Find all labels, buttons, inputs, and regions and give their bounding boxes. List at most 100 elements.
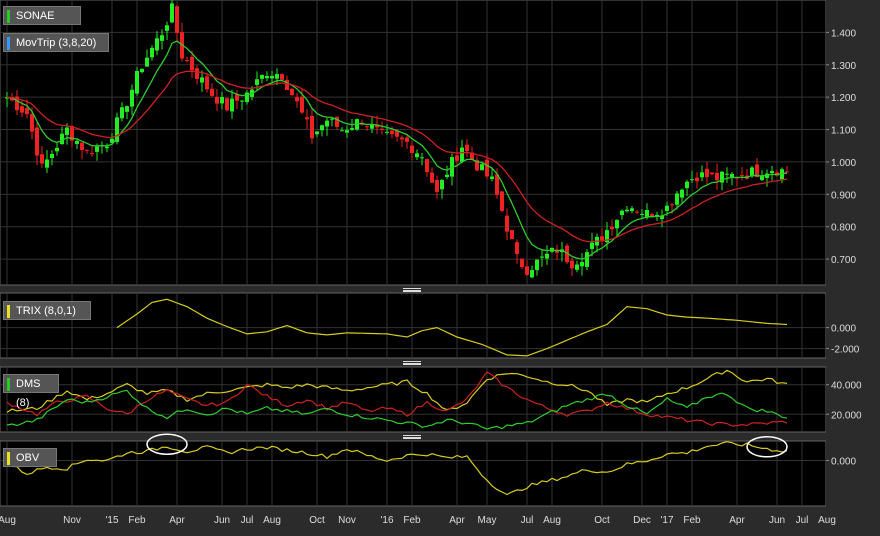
- candle-body: [305, 117, 309, 120]
- candle-body: [130, 89, 134, 107]
- candle-body: [445, 174, 449, 178]
- candle-body: [170, 3, 174, 23]
- dms-y-tick-label: 20.000: [831, 410, 862, 421]
- price-y-tick-label: 1.000: [831, 158, 856, 169]
- candle-body: [580, 262, 584, 267]
- price-y-tick-label: 0.800: [831, 223, 856, 234]
- movtrip-label-color-swatch: [7, 37, 10, 50]
- candle-body: [365, 126, 369, 128]
- candle-body: [750, 167, 754, 177]
- candle-body: [375, 124, 379, 128]
- candle-body: [720, 171, 724, 183]
- trix-dms-splitter[interactable]: [0, 360, 826, 366]
- trix-panel-label[interactable]: TRIX (8,0,1): [3, 301, 91, 320]
- candle-body: [210, 88, 214, 96]
- obv-panel-label[interactable]: OBV: [3, 448, 57, 467]
- candle-body: [475, 159, 479, 171]
- x-axis-tick-label: Jun: [769, 515, 785, 526]
- candle-body: [320, 125, 324, 131]
- candle-body: [380, 128, 384, 130]
- candle-body: [505, 215, 509, 232]
- x-axis-tick-label: Dec: [633, 515, 651, 526]
- candle-body: [325, 120, 329, 127]
- movtrip-panel-label[interactable]: MovTrip (3,8,20): [3, 33, 109, 52]
- candle-body: [300, 96, 304, 113]
- x-axis-tick-label: Oct: [594, 515, 610, 526]
- candle-body: [705, 168, 709, 178]
- candle-body: [610, 226, 614, 230]
- candle-body: [65, 127, 69, 135]
- candle-body: [625, 209, 629, 212]
- candle-body: [255, 79, 259, 85]
- panel-background-0: [0, 0, 827, 286]
- trix-label-text: TRIX (8,0,1): [16, 305, 76, 317]
- dms-label-color-swatch: [7, 378, 10, 391]
- candle-body: [95, 146, 99, 152]
- x-axis-tick-label: Jun: [214, 515, 230, 526]
- trix-series-line-0: [116, 298, 788, 357]
- candle-body: [15, 96, 19, 111]
- candle-body: [620, 210, 624, 216]
- obv-y-tick-label: 0.000: [831, 457, 856, 468]
- candle-body: [425, 159, 429, 173]
- candle-body: [490, 176, 494, 180]
- candle-body: [575, 264, 579, 270]
- obv-series-line-0: [6, 441, 788, 496]
- candle-body: [125, 106, 129, 112]
- candle-body: [70, 125, 74, 141]
- x-axis-tick-label: Aug: [818, 515, 836, 526]
- x-axis-tick-label: Aug: [263, 515, 281, 526]
- candle-body: [725, 173, 729, 175]
- candle-body: [340, 130, 344, 132]
- dms-obv-splitter[interactable]: [0, 434, 826, 440]
- candle-body: [465, 144, 469, 152]
- obv-label-text: OBV: [16, 452, 40, 464]
- candle-body: [615, 219, 619, 229]
- candle-body: [275, 74, 279, 79]
- x-axis-tick-label: Nov: [63, 515, 81, 526]
- candle-body: [175, 6, 179, 34]
- dms-panel-label[interactable]: DMS (8): [3, 374, 59, 409]
- x-axis-tick-label: Apr: [449, 515, 465, 526]
- price-panel-label[interactable]: SONAE: [3, 6, 81, 25]
- dms-series-line-2: [6, 389, 788, 430]
- candle-body: [345, 130, 349, 133]
- candle-body: [60, 133, 64, 145]
- obv-highlight-ellipse: [146, 433, 188, 455]
- candle-body: [75, 140, 79, 144]
- price-y-tick-label: 1.400: [831, 28, 856, 39]
- price-trix-splitter[interactable]: [0, 287, 826, 293]
- candle-body: [570, 260, 574, 269]
- candle-body: [665, 205, 669, 211]
- candle-body: [35, 127, 39, 156]
- dms-series-line-1: [6, 371, 788, 427]
- price-label-text: SONAE: [16, 10, 55, 22]
- x-axis-tick-label: Jul: [796, 515, 809, 526]
- x-axis-tick-label: '15: [105, 515, 118, 526]
- candle-body: [315, 131, 319, 135]
- panel-background-3: [0, 440, 827, 507]
- candle-body: [675, 193, 679, 205]
- y-axis-background: [826, 0, 880, 531]
- candle-body: [120, 107, 124, 119]
- candle-body: [350, 128, 354, 130]
- candle-body: [290, 88, 294, 96]
- splitter-grip-icon: [403, 435, 421, 439]
- candle-body: [435, 179, 439, 192]
- candle-body: [515, 242, 519, 254]
- x-axis-tick-label: Feb: [683, 515, 701, 526]
- candle-body: [115, 117, 119, 142]
- candle-body: [605, 230, 609, 243]
- candle-body: [650, 214, 654, 217]
- candle-body: [680, 189, 684, 198]
- candle-body: [195, 68, 199, 79]
- candle-body: [90, 153, 94, 155]
- candle-body: [715, 172, 719, 181]
- candle-body: [370, 124, 374, 129]
- panel-background-1: [0, 292, 827, 359]
- candle-body: [690, 179, 694, 181]
- candle-body: [390, 130, 394, 134]
- candle-body: [760, 176, 764, 180]
- candle-body: [280, 74, 284, 80]
